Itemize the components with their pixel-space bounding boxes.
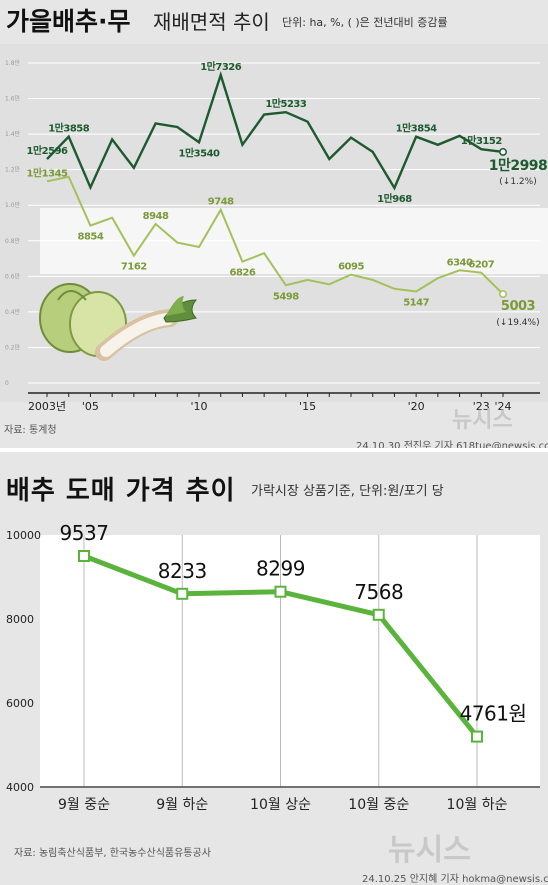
y-tick-label: 1.0만 [5, 201, 21, 209]
x-category-label: 10월 상순 [250, 797, 311, 813]
change-label: (↓1.2%) [499, 177, 536, 187]
y-tick-label: 0 [5, 380, 9, 387]
area-chart-panel: 가을배추·무 재배면적 추이 단위: ha, %, ( )은 전년대비 증감률 … [4, 7, 548, 452]
y-tick-label: 1.6만 [5, 95, 21, 103]
data-label: 6826 [230, 268, 256, 279]
price-point-marker [176, 587, 189, 600]
x-tick-label: '15 [299, 400, 316, 413]
data-label: 1만3152 [461, 134, 503, 147]
cabbage-radish-illustration [39, 283, 198, 361]
data-label: 7162 [121, 262, 147, 273]
cabbage-area-line [46, 71, 504, 191]
data-label: 6207 [468, 260, 494, 271]
data-label: 1만1345 [27, 166, 69, 179]
data-label: 1만3854 [396, 122, 438, 135]
data-label: 1만2596 [27, 144, 69, 157]
x-category-label: 10월 하순 [447, 797, 508, 813]
x-tick-label: '24 [494, 400, 511, 413]
bottom-watermark: 뉴시스 [388, 833, 471, 868]
data-label: 1만7326 [200, 60, 242, 73]
y-tick-label: 4000 [6, 781, 34, 794]
last-point-marker [499, 290, 507, 299]
bottom-credit: 24.10.25 안지혜 기자 hokma@newsis.com [362, 874, 548, 885]
data-label: 5498 [273, 291, 299, 302]
panel-separator [0, 448, 548, 452]
x-category-label: 9월 중순 [58, 797, 110, 813]
x-tick-label: '20 [408, 400, 425, 413]
data-label: 8948 [143, 211, 169, 222]
price-value-label: 7568 [354, 580, 403, 604]
y-tick-label: 0.4만 [5, 308, 21, 316]
y-tick-label: 1.4만 [5, 130, 21, 138]
x-category-label: 10월 중순 [348, 797, 409, 813]
y-tick-label: 0.6만 [5, 272, 21, 280]
data-label: 1만3858 [48, 122, 90, 135]
price-value-label: 9537 [60, 521, 109, 545]
data-label: 1만3540 [179, 146, 221, 159]
price-point-marker [78, 550, 90, 562]
y-tick-label: 10000 [6, 529, 41, 542]
price-value-label: 8299 [256, 557, 305, 581]
change-label: (↓19.4%) [496, 318, 539, 328]
y-tick-label: 0.8만 [5, 237, 21, 245]
final-value-label: 5003 [501, 299, 536, 314]
y-tick-label: 8000 [6, 613, 34, 626]
area-line-chart: 1.8만 1.6만 1.4만 1.2만 1.0만 0.8만 0.6만 0.4만 0.2만 0 1만… [5, 59, 548, 413]
data-label: 6095 [338, 262, 364, 273]
top-watermark: 뉴시스 [452, 408, 513, 433]
price-point-marker [372, 608, 385, 621]
y-tick-label: 1.8만 [5, 59, 21, 67]
price-value-label: 4761원 [460, 702, 527, 726]
chart-title-main: 가을배추·무 [6, 7, 131, 36]
data-label: 1만968 [377, 192, 412, 205]
y-tick-label: 0.2만 [5, 343, 21, 351]
final-value-label: 1만2998 [489, 158, 548, 174]
y-tick-label: 6000 [6, 697, 34, 710]
price-point-marker [471, 730, 483, 743]
price-chart-panel: 배추 도매 가격 추이 가락시장 상품기준, 단위:원/포기 당 10000 80… [0, 452, 548, 885]
data-label: 6340 [447, 257, 473, 268]
x-tick-label: '05 [82, 400, 99, 413]
unit-note: 단위: ha, %, ( )은 전년대비 증감률 [282, 16, 448, 29]
price-value-label: 8233 [158, 559, 207, 583]
bottom-source: 자료: 농림축산식품부, 한국농수산식품유통공사 [14, 848, 211, 859]
data-label: 1만5233 [265, 97, 307, 110]
chart-title-sub: 재배면적 추이 [153, 10, 270, 34]
y-tick-label: 1.2만 [5, 166, 21, 174]
top-credit: 24.10.30 전진우 기자 618tue@newsis.com [356, 441, 548, 452]
radish-area-line [46, 175, 504, 295]
x-tick-label: 2003년 [28, 400, 66, 413]
x-tick-label: '10 [190, 400, 207, 413]
price-chart-subtitle: 가락시장 상품기준, 단위:원/포기 당 [251, 484, 444, 499]
price-plot-background [40, 535, 540, 788]
top-source: 자료: 통계청 [4, 425, 57, 436]
last-point-marker [499, 147, 507, 156]
data-label: 9748 [208, 197, 234, 208]
data-label: 5147 [403, 297, 429, 308]
x-category-label: 9월 하순 [156, 797, 208, 813]
price-point-marker [274, 585, 287, 598]
data-label: 8854 [78, 232, 104, 243]
price-chart-title: 배추 도매 가격 추이 [6, 476, 236, 506]
x-tick-label: '23 [473, 400, 490, 413]
